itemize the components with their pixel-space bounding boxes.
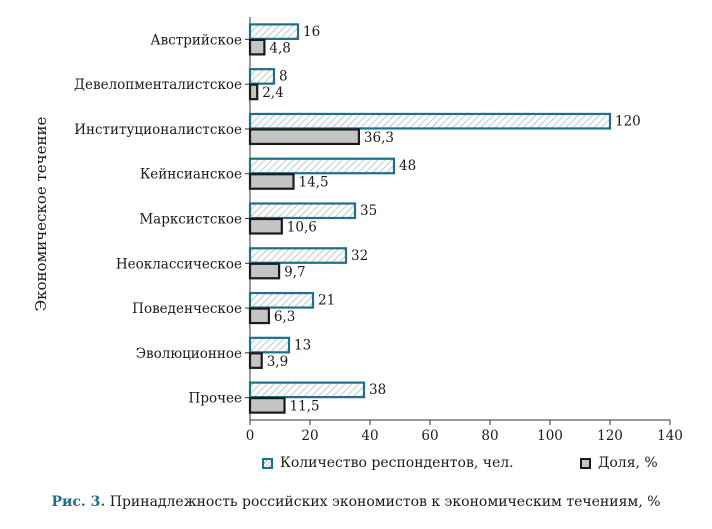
bar-share xyxy=(248,307,270,325)
data-label-count: 32 xyxy=(351,248,368,264)
legend-label-count: Количество респондентов, чел. xyxy=(280,455,514,471)
x-tick-label: 80 xyxy=(481,428,498,444)
bar-share xyxy=(248,83,259,101)
bar-count xyxy=(248,381,366,399)
data-label-share: 3,9 xyxy=(267,354,288,370)
x-tick-label: 120 xyxy=(597,428,623,444)
data-label-count: 38 xyxy=(369,382,386,398)
data-label-share: 10,6 xyxy=(287,220,317,236)
data-label-share: 4,8 xyxy=(269,40,290,56)
bar-count xyxy=(248,247,348,264)
bar-share xyxy=(248,352,263,369)
bar-count xyxy=(248,112,612,130)
bar-share xyxy=(248,397,286,414)
data-label-share: 9,7 xyxy=(284,264,305,280)
category-label: Кейнсианское xyxy=(140,167,242,183)
bar-count xyxy=(248,157,396,175)
data-label-count: 35 xyxy=(360,203,377,219)
data-label-count: 21 xyxy=(318,293,335,309)
category-label: Поведенческое xyxy=(132,301,242,317)
legend-item-count: Количество респондентов, чел. xyxy=(262,455,514,471)
x-tick-label: 140 xyxy=(657,428,683,444)
bar-share xyxy=(248,173,295,190)
legend-swatch-count xyxy=(262,457,273,469)
y-axis-title: Экономическое течение xyxy=(32,117,50,312)
bar-chart: 0 20 40 60 80 100 120 140 Австрийское 16 4,8 Девел… xyxy=(32,17,683,444)
category-label: Марксистское xyxy=(139,212,242,228)
data-label-count: 16 xyxy=(303,24,320,40)
category-label: Девелопменталистское xyxy=(74,77,242,93)
caption-prefix: Рис. 3. xyxy=(51,494,106,510)
x-tick-label: 60 xyxy=(421,428,438,444)
category-label: Австрийское xyxy=(150,32,242,48)
data-label-count: 13 xyxy=(294,337,311,353)
figure-caption: Рис. 3. Принадлежность российских эконом… xyxy=(0,494,712,510)
legend-swatch-share xyxy=(580,457,591,469)
bar-share xyxy=(248,217,283,235)
x-tick-label: 100 xyxy=(537,428,563,444)
data-label-share: 36,3 xyxy=(364,130,394,146)
x-tick-label: 40 xyxy=(361,428,378,444)
bar-share xyxy=(248,262,281,280)
category-label: Эволюционное xyxy=(136,346,242,362)
data-label-share: 11,5 xyxy=(290,399,320,415)
bar-count xyxy=(248,202,357,220)
x-tick-label: 0 xyxy=(246,428,255,444)
category-label: Прочее xyxy=(189,391,242,407)
bar-count xyxy=(248,291,315,309)
category-label: Институционалистское xyxy=(74,122,242,138)
category-label: Неоклассическое xyxy=(116,256,242,272)
bar-count xyxy=(248,68,276,85)
x-tick-label: 20 xyxy=(301,428,318,444)
data-label-count: 48 xyxy=(399,158,416,174)
labels: Австрийское 16 4,8 Девелопменталистское 82,4… xyxy=(74,24,641,415)
bar-share xyxy=(248,38,266,56)
bar-count xyxy=(248,336,291,354)
caption-text: Принадлежность российских экономистов к … xyxy=(105,494,661,510)
bar-count xyxy=(248,23,300,40)
legend-item-share: Доля, % xyxy=(580,455,658,471)
data-label-share: 2,4 xyxy=(262,85,283,101)
bar-share xyxy=(248,128,361,146)
data-label-share: 6,3 xyxy=(274,309,295,325)
bars xyxy=(248,23,612,414)
legend: Количество респондентов, чел. Доля, % xyxy=(0,455,712,477)
legend-label-share: Доля, % xyxy=(598,455,658,471)
data-label-count: 8 xyxy=(279,69,288,85)
data-label-share: 14,5 xyxy=(299,175,329,191)
data-label-count: 120 xyxy=(615,113,641,129)
